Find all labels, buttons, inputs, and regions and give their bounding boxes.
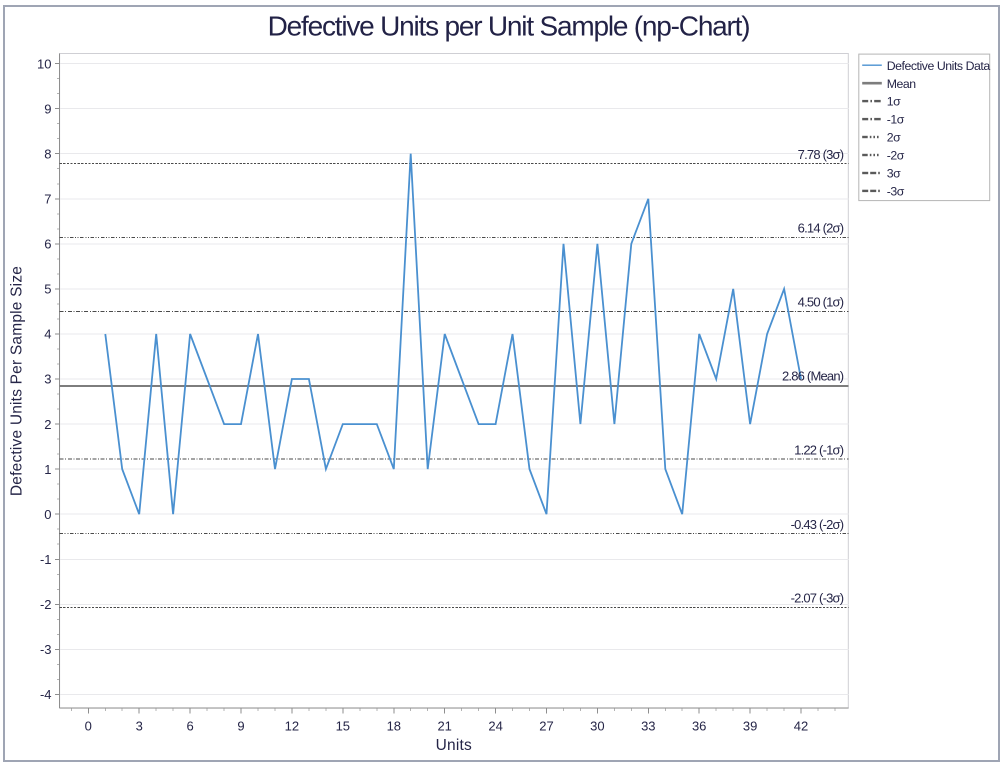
svg-text:-2σ: -2σ: [887, 149, 905, 163]
svg-text:0: 0: [44, 507, 51, 522]
svg-text:21: 21: [437, 719, 451, 734]
svg-text:1σ: 1σ: [887, 95, 901, 109]
svg-text:24: 24: [488, 719, 502, 734]
svg-text:4.50 (1σ): 4.50 (1σ): [798, 295, 844, 310]
svg-text:39: 39: [743, 719, 757, 734]
svg-text:6.14 (2σ): 6.14 (2σ): [798, 221, 844, 236]
svg-text:3: 3: [136, 719, 143, 734]
svg-text:6: 6: [186, 719, 193, 734]
svg-text:8: 8: [44, 146, 51, 161]
svg-text:36: 36: [692, 719, 706, 734]
svg-text:-1σ: -1σ: [887, 113, 905, 127]
svg-text:5: 5: [44, 282, 51, 297]
svg-text:7.78 (3σ): 7.78 (3σ): [798, 147, 844, 162]
svg-text:Defective Units Data: Defective Units Data: [887, 59, 991, 73]
svg-text:15: 15: [336, 719, 350, 734]
svg-text:-1: -1: [40, 552, 52, 567]
svg-text:30: 30: [590, 719, 604, 734]
svg-text:Units: Units: [436, 737, 472, 754]
svg-text:9: 9: [44, 101, 51, 116]
svg-text:2: 2: [44, 417, 51, 432]
svg-text:Defective Units per Unit Sampl: Defective Units per Unit Sample (np-Char…: [268, 11, 750, 42]
svg-text:1: 1: [44, 462, 51, 477]
svg-text:42: 42: [794, 719, 808, 734]
svg-text:1.22 (-1σ): 1.22 (-1σ): [794, 442, 844, 457]
svg-text:2σ: 2σ: [887, 131, 901, 145]
svg-text:-0.43 (-2σ): -0.43 (-2σ): [791, 517, 844, 532]
svg-text:-3σ: -3σ: [887, 185, 905, 199]
svg-text:7: 7: [44, 192, 51, 207]
svg-text:4: 4: [44, 327, 51, 342]
svg-text:10: 10: [37, 56, 51, 71]
svg-text:18: 18: [387, 719, 401, 734]
svg-text:-3: -3: [40, 642, 52, 657]
svg-text:27: 27: [539, 719, 553, 734]
svg-text:Defective Units Per Sample Siz: Defective Units Per Sample Size: [9, 266, 26, 496]
svg-text:-4: -4: [40, 687, 52, 702]
svg-text:33: 33: [641, 719, 655, 734]
svg-text:3: 3: [44, 372, 51, 387]
svg-text:6: 6: [44, 237, 51, 252]
svg-text:9: 9: [237, 719, 244, 734]
svg-text:2.86 (Mean): 2.86 (Mean): [782, 369, 844, 384]
svg-text:3σ: 3σ: [887, 167, 901, 181]
svg-text:Mean: Mean: [887, 77, 917, 91]
svg-text:-2.07 (-3σ): -2.07 (-3σ): [791, 591, 844, 606]
svg-text:-2: -2: [40, 597, 52, 612]
svg-text:0: 0: [85, 719, 92, 734]
svg-text:12: 12: [285, 719, 299, 734]
